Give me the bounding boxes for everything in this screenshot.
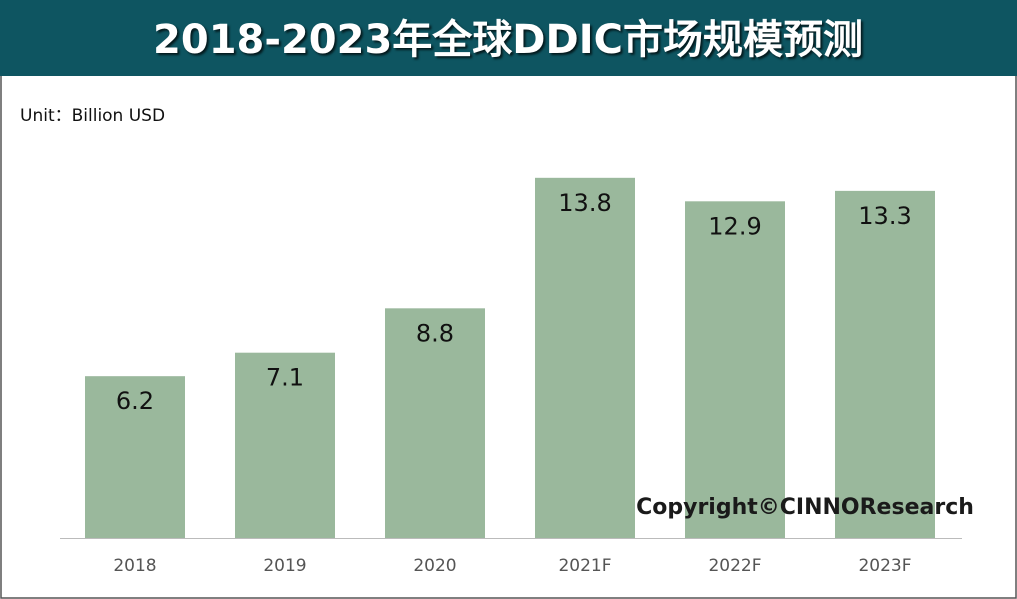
bar <box>835 190 935 538</box>
x-tick-label: 2022F <box>708 556 761 576</box>
data-label: 8.8 <box>416 319 454 347</box>
data-label: 13.3 <box>858 202 911 230</box>
data-label: 7.1 <box>266 364 304 392</box>
bar <box>235 352 335 538</box>
x-tick-label: 2020 <box>413 556 456 576</box>
bar <box>85 376 185 538</box>
unit-label: Unit：Billion USD <box>20 106 165 126</box>
x-tick-label: 2023F <box>858 556 911 576</box>
watermark: Copyright©CINNOResearch <box>636 495 974 520</box>
data-label: 6.2 <box>116 387 154 415</box>
data-label: 12.9 <box>708 212 761 240</box>
chart-title: 2018-2023年全球DDIC市场规模预测 <box>153 17 863 63</box>
title-banner <box>0 0 1017 76</box>
data-label: 13.8 <box>558 189 611 217</box>
x-tick-label: 2021F <box>558 556 611 576</box>
bar <box>535 177 635 538</box>
bar <box>385 308 485 538</box>
x-tick-label: 2018 <box>113 556 156 576</box>
bar <box>685 201 785 538</box>
bars: 6.2 2018 7.1 2019 8.8 2020 13.8 2021F 12.9 2022F 1… <box>85 177 935 576</box>
x-tick-label: 2019 <box>263 556 306 576</box>
